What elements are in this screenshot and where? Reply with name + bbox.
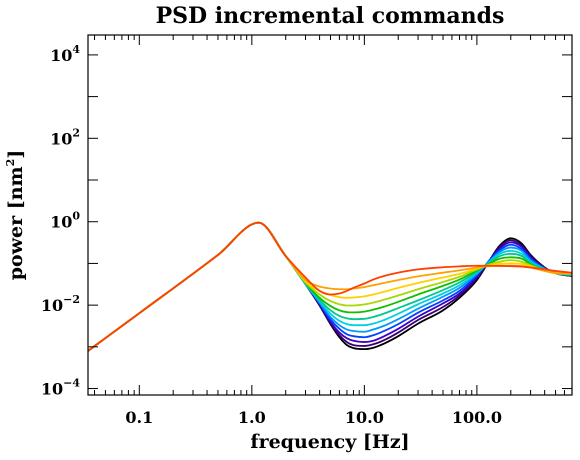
y-axis-label-sup: 2: [4, 159, 17, 167]
y-axis-label-main: power [nm: [5, 166, 27, 280]
chart-title: PSD incremental commands: [156, 3, 505, 29]
ticks-layer: 0.1 1.0 10.0 100.0 10−4 10−2 100 102 104: [41, 35, 573, 427]
series-line-5: [87, 221, 573, 352]
plot-frame: [87, 34, 573, 396]
series-line-2: [87, 221, 573, 352]
series-line-7: [87, 221, 573, 352]
series-line-3: [87, 221, 573, 352]
y-axis-label: power [nm2]: [4, 150, 27, 281]
x-axis-label: frequency [Hz]: [250, 431, 409, 453]
series-line-8: [87, 221, 573, 352]
series-line-12: [87, 221, 573, 352]
y-tick-label-5: 104: [50, 43, 80, 65]
y-tick-label-4: 102: [50, 126, 80, 148]
series-line-10: [87, 221, 573, 352]
series-line-6: [87, 221, 573, 352]
x-tick-label-4: 100.0: [452, 408, 502, 427]
series-line-11: [87, 221, 573, 352]
series-line-4: [87, 221, 573, 352]
y-tick-label-3: 100: [50, 210, 80, 232]
x-tick-label-2: 1.0: [238, 408, 266, 427]
series-layer: [87, 221, 573, 352]
series-line-9: [87, 221, 573, 352]
series-line-1: [87, 221, 573, 352]
y-tick-label-1: 10−4: [41, 377, 80, 399]
y-axis-label-end: ]: [5, 150, 27, 159]
y-tick-label-2: 10−2: [41, 293, 80, 315]
x-tick-label-3: 10.0: [345, 408, 384, 427]
x-tick-label-1: 0.1: [125, 408, 153, 427]
